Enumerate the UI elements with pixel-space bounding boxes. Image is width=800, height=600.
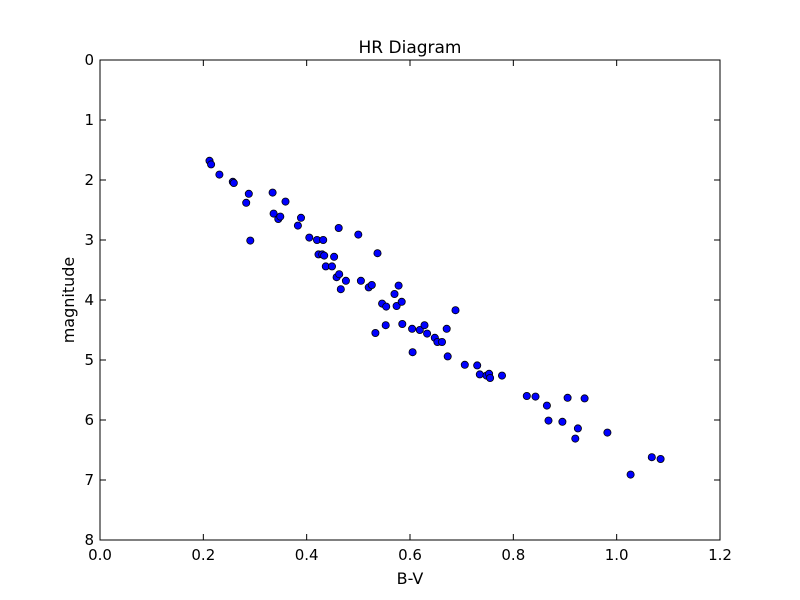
data-point xyxy=(229,178,238,187)
data-point xyxy=(276,212,285,221)
data-point xyxy=(381,321,390,330)
data-point xyxy=(293,221,302,230)
data-point xyxy=(423,329,432,338)
data-point xyxy=(371,328,380,337)
data-point xyxy=(268,188,277,197)
data-point xyxy=(397,297,406,306)
data-point xyxy=(571,434,580,443)
data-point xyxy=(573,424,582,433)
data-point xyxy=(473,361,482,370)
data-point xyxy=(330,252,339,261)
data-point xyxy=(392,301,401,310)
data-point xyxy=(319,235,328,244)
y-axis-label: magnitude xyxy=(59,257,78,344)
data-point xyxy=(244,189,253,198)
x-axis-label: B-V xyxy=(397,569,424,588)
data-point xyxy=(394,281,403,290)
x-tick-label: 0.8 xyxy=(501,546,525,564)
scatter-points xyxy=(205,156,665,479)
data-point xyxy=(497,371,506,380)
x-tick-label: 0.4 xyxy=(295,546,319,564)
data-point xyxy=(373,249,382,258)
y-tick-label: 5 xyxy=(84,351,94,369)
data-point xyxy=(335,270,344,279)
data-point xyxy=(460,360,469,369)
data-point xyxy=(580,394,589,403)
data-point xyxy=(246,236,255,245)
data-point xyxy=(451,306,460,315)
data-point xyxy=(563,393,572,402)
data-point xyxy=(475,370,484,379)
data-point xyxy=(242,198,251,207)
data-point xyxy=(327,262,336,271)
x-axis-ticks: 0.0 0.2 0.4 0.6 0.8 1.0 1.2 xyxy=(88,60,732,564)
data-point xyxy=(296,213,305,222)
data-point xyxy=(305,233,314,242)
data-point xyxy=(656,454,665,463)
data-point xyxy=(215,170,224,179)
data-point xyxy=(420,321,429,330)
y-tick-label: 4 xyxy=(84,291,94,309)
data-point xyxy=(415,325,424,334)
data-point xyxy=(437,337,446,346)
data-point xyxy=(281,197,290,206)
y-tick-label: 6 xyxy=(84,411,94,429)
plot-frame xyxy=(99,59,721,541)
data-point xyxy=(367,280,376,289)
data-point xyxy=(269,209,278,218)
y-tick-label: 2 xyxy=(84,171,94,189)
data-point xyxy=(336,285,345,294)
data-point xyxy=(408,348,417,357)
data-point xyxy=(382,302,391,311)
y-tick-label: 1 xyxy=(84,111,94,129)
data-point xyxy=(207,160,216,169)
x-tick-label: 1.2 xyxy=(708,546,732,564)
data-point xyxy=(626,470,635,479)
x-tick-label: 1.0 xyxy=(605,546,629,564)
plot-area: 0.0 0.2 0.4 0.6 0.8 1.0 1.2 0 1 2 3 4 5 6 7 8 xyxy=(84,51,731,564)
data-point xyxy=(558,417,567,426)
data-point xyxy=(647,453,656,462)
data-point xyxy=(486,373,495,382)
data-point xyxy=(356,276,365,285)
y-tick-label: 7 xyxy=(84,471,94,489)
y-tick-label: 0 xyxy=(84,51,94,69)
data-point xyxy=(334,223,343,232)
data-point xyxy=(408,324,417,333)
x-tick-label: 0.2 xyxy=(191,546,215,564)
data-point xyxy=(320,251,329,260)
data-point xyxy=(542,401,551,410)
x-tick-label: 0.0 xyxy=(88,546,112,564)
data-point xyxy=(603,428,612,437)
data-point xyxy=(531,392,540,401)
data-point xyxy=(544,416,553,425)
data-point xyxy=(443,352,452,361)
y-tick-label: 3 xyxy=(84,231,94,249)
y-axis-ticks: 0 1 2 3 4 5 6 7 8 xyxy=(84,51,720,549)
data-point xyxy=(442,324,451,333)
data-point xyxy=(522,391,531,400)
data-point xyxy=(398,319,407,328)
x-tick-label: 0.6 xyxy=(398,546,422,564)
data-point xyxy=(354,230,363,239)
data-point xyxy=(341,276,350,285)
data-point xyxy=(390,289,399,298)
chart-title: HR Diagram xyxy=(359,38,462,58)
y-tick-label: 8 xyxy=(84,531,94,549)
